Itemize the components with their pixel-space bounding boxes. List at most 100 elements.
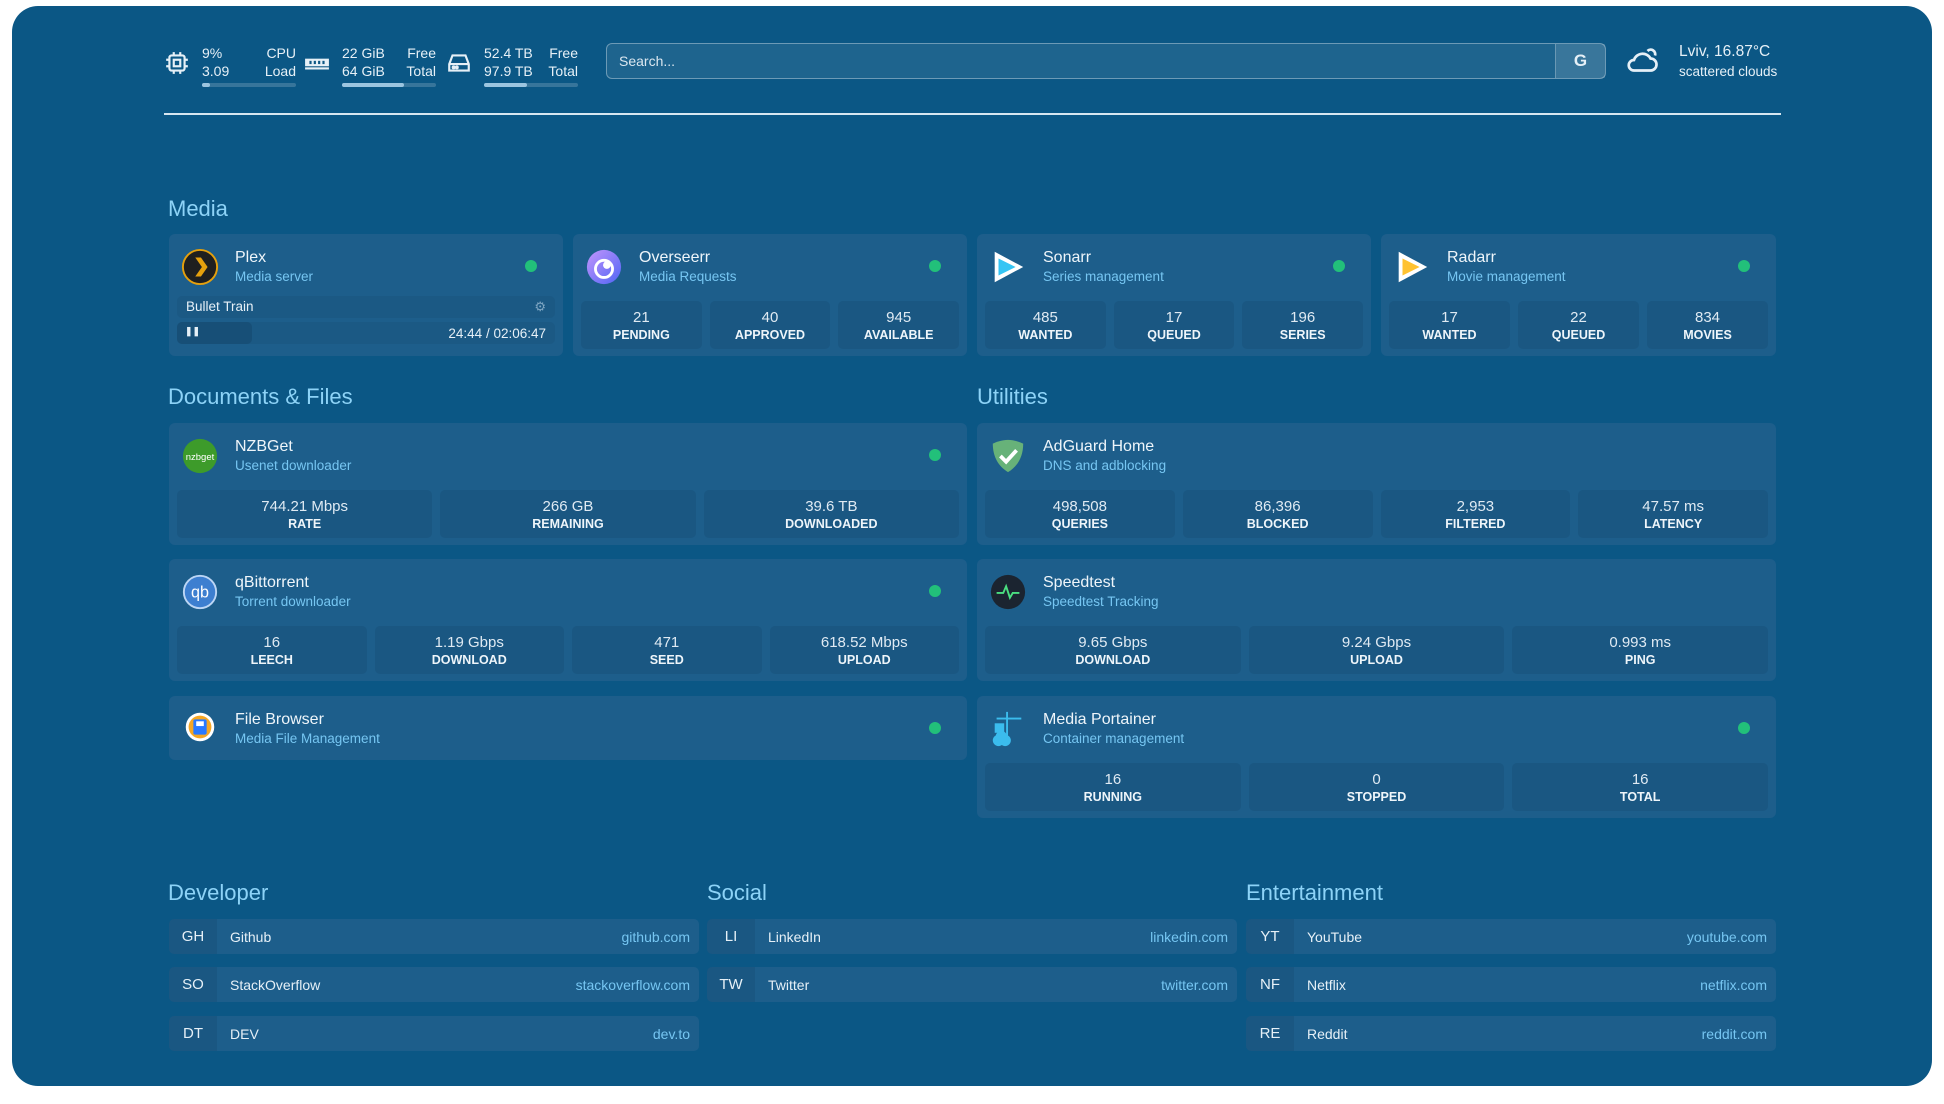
section-heading-media: Media: [168, 196, 228, 221]
stat-value: 39.6 TB: [805, 498, 858, 515]
progress-bar[interactable]: [177, 322, 252, 344]
stat-seed: 471 SEED: [572, 626, 762, 674]
bookmark-stackoverflow[interactable]: SO StackOverflow stackoverflow.com: [169, 967, 699, 1002]
stat-stopped: 0 STOPPED: [1248, 763, 1505, 811]
stat-label: FILTERED: [1445, 517, 1506, 531]
weather-condition: scattered clouds: [1679, 64, 1778, 79]
stat-label: QUERIES: [1051, 517, 1108, 531]
service-card-speedtest[interactable]: Speedtest Speedtest Tracking 9.65 Gbps DOWN…: [977, 559, 1776, 681]
bookmark-link[interactable]: YouTube youtube.com: [1294, 919, 1776, 954]
status-indicator: [525, 260, 537, 272]
stat-value: 471: [654, 634, 680, 651]
service-stats: 16 LEECH 1.19 Gbps DOWNLOAD 471 SEED 618.52 Mb…: [177, 626, 959, 674]
portainer-icon: [989, 710, 1027, 748]
stat-label: LEECH: [250, 653, 293, 667]
service-title: AdGuard Home: [1043, 438, 1155, 455]
bookmark-abbreviation: NF: [1246, 967, 1294, 1002]
stat-filtered: 2,953 FILTERED: [1380, 490, 1571, 538]
memory-labels: Free Total: [406, 45, 436, 79]
service-description: Media Requests: [639, 269, 737, 284]
stat-label: DOWNLOADED: [785, 517, 878, 531]
service-card-filebrowser[interactable]: File Browser Media File Management: [169, 696, 967, 760]
bookmark-name: YouTube: [1307, 928, 1363, 945]
service-stats: 16 RUNNING 0 STOPPED 16 TOTAL: [985, 763, 1769, 811]
service-card-overseerr[interactable]: Overseerr Media Requests 21 PENDING 40 APPROV…: [573, 234, 967, 356]
bookmark-abbreviation: YT: [1246, 919, 1294, 954]
bookmark-dev[interactable]: DT DEV dev.to: [169, 1016, 699, 1051]
stat-value: 21: [632, 309, 650, 326]
nzbget-icon: nzbget: [181, 437, 219, 475]
search-input[interactable]: [607, 44, 1555, 78]
service-stats: 498,508 QUERIES 86,396 BLOCKED 2,953 FILTERED…: [985, 490, 1768, 538]
weather-widget[interactable]: Lviv, 16.87°C scattered clouds: [1625, 42, 1777, 82]
stat-label: UPLOAD: [1350, 653, 1403, 667]
stat-pending: 21 PENDING: [581, 301, 702, 349]
bookmark-reddit[interactable]: RE Reddit reddit.com: [1246, 1016, 1776, 1051]
service-title: Overseerr: [639, 249, 711, 266]
stat-downloaded: 39.6 TB DOWNLOADED: [703, 490, 959, 538]
search-provider-button[interactable]: G: [1555, 44, 1605, 78]
media-title: Bullet Train: [186, 299, 254, 314]
stat-queries: 498,508 QUERIES: [985, 490, 1175, 538]
dashboard-window: 9% 3.09 CPU Load 22 GiB 64 GiB Free Total 52.4…: [12, 6, 1932, 1086]
bookmark-netflix[interactable]: NF Netflix netflix.com: [1246, 967, 1776, 1002]
bookmark-link[interactable]: Netflix netflix.com: [1294, 967, 1776, 1002]
stat-queued: 22 QUEUED: [1518, 301, 1639, 349]
bookmark-link[interactable]: DEV dev.to: [217, 1016, 699, 1051]
bookmark-youtube[interactable]: YT YouTube youtube.com: [1246, 919, 1776, 954]
service-title: File Browser: [235, 711, 324, 728]
bookmark-abbreviation: RE: [1246, 1016, 1294, 1051]
stat-value: 1.19 Gbps: [434, 634, 504, 651]
stat-value: 498,508: [1052, 498, 1107, 515]
service-card-portainer[interactable]: Media Portainer Container management 16 RUN…: [977, 696, 1776, 818]
stat-value: 9.65 Gbps: [1078, 634, 1148, 651]
bookmark-link[interactable]: LinkedIn linkedin.com: [755, 919, 1237, 954]
service-card-radarr[interactable]: Radarr Movie management 17 WANTED 22 QUEUED 83…: [1381, 234, 1776, 356]
bookmark-name: DEV: [230, 1025, 259, 1042]
stat-value: 17: [1165, 309, 1183, 326]
stat-value: 22: [1570, 309, 1587, 326]
settings-icon[interactable]: ⚙: [534, 299, 546, 314]
bookmark-url: dev.to: [652, 1025, 690, 1042]
stat-wanted: 17 WANTED: [1389, 301, 1510, 349]
stat-value: 196: [1290, 309, 1316, 326]
pause-icon[interactable]: ❚❚: [185, 326, 201, 336]
service-stats: 485 WANTED 17 QUEUED 196 SERIES: [985, 301, 1364, 349]
memory-icon: [305, 58, 329, 70]
service-card-adguard[interactable]: AdGuard Home DNS and adblocking 498,508 QUE…: [977, 423, 1776, 545]
cpu-icon: [166, 52, 188, 74]
file-browser-icon: [181, 708, 219, 746]
service-card-sonarr[interactable]: Sonarr Series management 485 WANTED 17 QUEUED…: [977, 234, 1371, 356]
stat-approved: 40 APPROVED: [709, 301, 831, 349]
bookmark-github[interactable]: GH Github github.com: [169, 919, 699, 954]
service-card-qbittorrent[interactable]: qb qBittorrent Torrent downloader 16 LEECH 1.…: [169, 559, 967, 681]
service-card-nzbget[interactable]: nzbget NZBGet Usenet downloader 744.21 Mbps…: [169, 423, 967, 545]
stat-running: 16 RUNNING: [985, 763, 1241, 811]
bookmark-twitter[interactable]: TW Twitter twitter.com: [707, 967, 1237, 1002]
bookmark-url: reddit.com: [1701, 1025, 1767, 1042]
bookmark-linkedin[interactable]: LI LinkedIn linkedin.com: [707, 919, 1237, 954]
bookmark-link[interactable]: Reddit reddit.com: [1294, 1016, 1776, 1051]
service-title: Radarr: [1447, 249, 1496, 266]
bookmark-link[interactable]: Github github.com: [217, 919, 699, 954]
stat-total: 16 TOTAL: [1512, 763, 1769, 811]
stat-movies: 834 MOVIES: [1647, 301, 1768, 349]
stat-value: 16: [1104, 771, 1122, 788]
service-title: Sonarr: [1043, 249, 1092, 266]
stat-upload: 618.52 Mbps UPLOAD: [769, 626, 959, 674]
service-description: Media File Management: [235, 731, 380, 746]
status-indicator: [929, 722, 941, 734]
plex-icon: [181, 248, 219, 286]
service-card-plex[interactable]: Plex Media server Bullet Train ⚙ ❚❚ 24:44 / 0…: [169, 234, 563, 356]
stat-download: 1.19 Gbps DOWNLOAD: [374, 626, 564, 674]
bookmark-link[interactable]: Twitter twitter.com: [755, 967, 1237, 1002]
bookmark-link[interactable]: StackOverflow stackoverflow.com: [217, 967, 699, 1002]
stat-remaining: 266 GB REMAINING: [440, 490, 696, 538]
stat-label: DOWNLOAD: [431, 653, 507, 667]
stat-label: STOPPED: [1346, 790, 1407, 804]
stat-label: PING: [1624, 653, 1656, 667]
radarr-icon: [1393, 248, 1431, 286]
stat-value: 0.993 ms: [1609, 634, 1672, 651]
bookmark-url: netflix.com: [1700, 976, 1767, 993]
stat-upload: 9.24 Gbps UPLOAD: [1248, 626, 1505, 674]
